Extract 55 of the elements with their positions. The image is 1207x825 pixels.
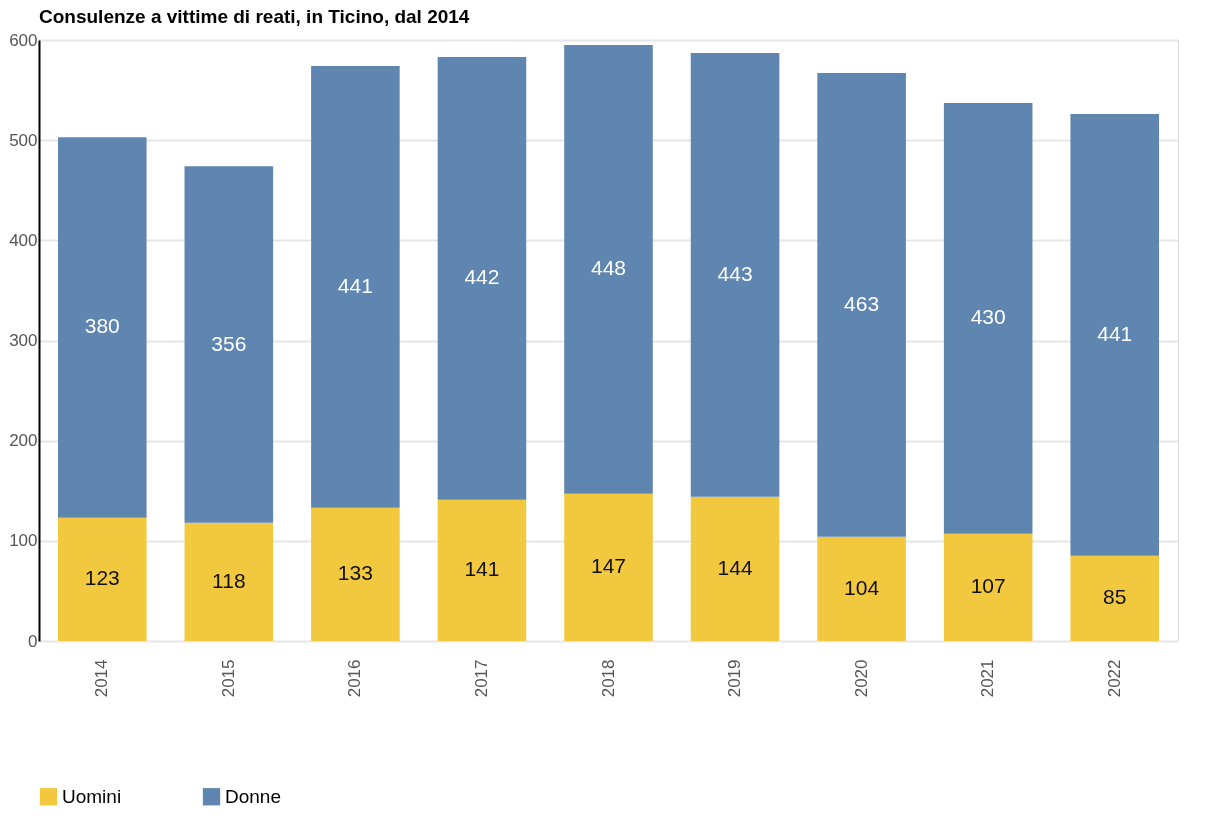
y-tick-label: 400 <box>9 230 38 250</box>
bar <box>184 522 274 641</box>
bar <box>817 73 906 537</box>
data-label: 448 <box>590 256 627 280</box>
chart-title: Consulenze a vittime di reati, in Ticino, dal 2014 <box>39 6 470 27</box>
y-tick-label: 300 <box>9 331 38 350</box>
x-tick-label: 2019 <box>725 659 745 698</box>
bar <box>311 66 400 508</box>
bar <box>437 57 527 500</box>
data-label: 104 <box>844 575 880 599</box>
bar <box>311 507 400 641</box>
data-label: 356 <box>211 331 247 355</box>
data-label: 463 <box>844 291 880 315</box>
data-label: 380 <box>84 314 120 338</box>
data-label: 443 <box>717 261 753 285</box>
bar <box>817 536 906 641</box>
data-label: 133 <box>337 561 373 585</box>
bar <box>57 517 147 641</box>
data-label: 141 <box>464 557 500 581</box>
x-tick-label: 2017 <box>471 659 491 698</box>
x-tick-label: 2021 <box>978 659 998 698</box>
bar <box>1070 555 1160 641</box>
data-label: 144 <box>717 555 753 579</box>
data-label: 147 <box>590 554 627 578</box>
data-label: 85 <box>1103 585 1127 609</box>
legend-label: Uomini <box>62 785 122 807</box>
x-tick-label: 2016 <box>345 659 365 698</box>
bar <box>1070 114 1160 556</box>
bar <box>564 45 653 494</box>
bar <box>437 499 527 641</box>
data-label: 441 <box>337 273 373 297</box>
data-label: 118 <box>212 568 246 592</box>
bar <box>564 493 653 641</box>
y-tick-label: 600 <box>9 30 38 50</box>
bar <box>943 103 1033 534</box>
data-label: 123 <box>84 566 120 590</box>
bar <box>943 533 1033 641</box>
x-tick-label: 2022 <box>1104 659 1124 698</box>
data-label: 442 <box>464 265 500 289</box>
data-label: 107 <box>970 574 1006 598</box>
x-tick-label: 2020 <box>851 659 871 698</box>
y-tick-label: 200 <box>9 431 38 451</box>
data-label: 441 <box>1097 321 1133 345</box>
y-tick-label: 0 <box>28 631 38 651</box>
y-tick-label: 100 <box>9 531 38 551</box>
bar <box>690 53 780 497</box>
x-tick-label: 2018 <box>598 659 618 698</box>
x-tick-label: 2015 <box>218 659 238 698</box>
y-tick-label: 500 <box>9 130 38 150</box>
bar <box>184 166 274 523</box>
x-tick-label: 2014 <box>92 659 112 698</box>
legend-label: Donne <box>225 785 281 807</box>
bar <box>690 496 780 641</box>
bar <box>57 137 147 518</box>
data-label: 430 <box>970 305 1006 329</box>
